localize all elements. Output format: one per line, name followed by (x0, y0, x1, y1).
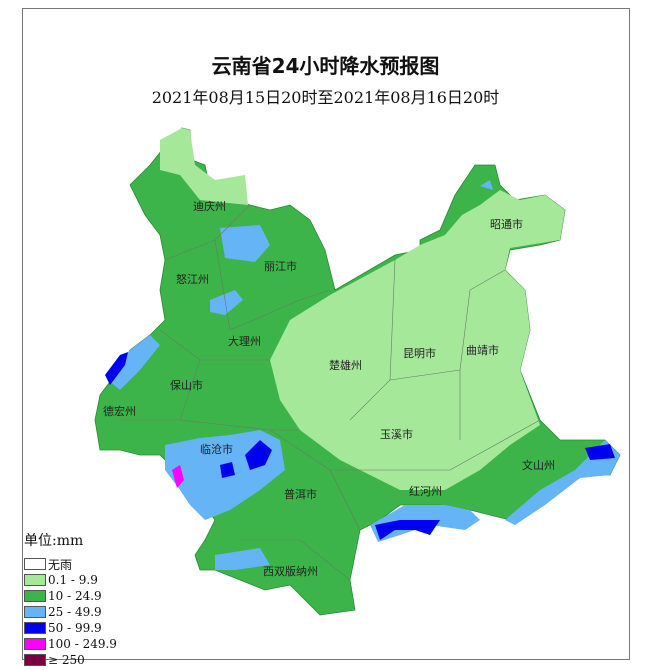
legend-swatch (24, 558, 46, 570)
legend-item: 100 - 249.9 (24, 636, 117, 652)
legend-item: 50 - 99.9 (24, 620, 117, 636)
label-dali: 大理州 (228, 334, 261, 348)
label-dehong: 德宏州 (103, 404, 136, 418)
legend-swatch (24, 638, 46, 650)
area-25-49.9-zhaotong (480, 180, 493, 190)
label-baoshan: 保山市 (170, 378, 203, 392)
label-chuxiong: 楚雄州 (329, 358, 362, 372)
area-0.1-9.9-central (270, 190, 565, 490)
legend-swatch (24, 590, 46, 602)
area-50-99.9-lincang (245, 440, 272, 470)
label-xishuangbanna: 西双版纳州 (263, 564, 318, 578)
map-title: 云南省24小时降水预报图 (211, 54, 440, 78)
legend-label: 无雨 (48, 557, 73, 572)
legend-item: 25 - 49.9 (24, 604, 117, 620)
label-lincang: 临沧市 (200, 442, 233, 456)
legend-item: 10 - 24.9 (24, 588, 117, 604)
label-yuxi: 玉溪市 (380, 427, 413, 441)
legend-swatch (24, 654, 46, 666)
legend-item: 0.1 - 9.9 (24, 572, 117, 588)
label-nujiang: 怒江州 (176, 272, 209, 286)
area-25-49.9-dehong (108, 335, 160, 390)
legend-item: ≥ 250 (24, 652, 117, 668)
label-qujing: 曲靖市 (466, 343, 499, 357)
label-honghe: 红河州 (409, 485, 442, 498)
legend-item: 无雨 (24, 556, 117, 572)
area-25-49.9-wenshan (505, 440, 620, 525)
area-25-49.9-nujiang (210, 290, 243, 315)
area-50-99.9-honghe (375, 520, 440, 540)
label-diqing: 迪庆州 (193, 199, 226, 213)
label-wenshan: 文山州 (522, 458, 555, 472)
area-0.1-9.9-north (160, 128, 248, 205)
area-25-49.9-north (220, 225, 270, 262)
area-50-99.9-lincang-2 (220, 462, 235, 478)
legend-swatch (24, 622, 46, 634)
legend-label: 25 - 49.9 (48, 605, 102, 619)
area-50-99.9-wenshan (585, 444, 615, 460)
region-labels: 迪庆州 丽江市 怒江州 大理州 保山市 德宏州 临沧市 楚雄州 昆明市 曲靖市 … (103, 199, 555, 578)
map-frame (22, 8, 630, 660)
area-100-249.9 (172, 465, 184, 488)
legend-label: 10 - 24.9 (48, 589, 102, 603)
legend-swatch (24, 606, 46, 618)
area-25-49.9-xishuangbanna (215, 548, 270, 570)
legend: 单位:mm 无雨 0.1 - 9.9 10 - 24.9 25 - 49.9 5… (24, 530, 117, 668)
legend-unit: 单位:mm (24, 533, 84, 549)
area-50-99.9-dehong (105, 352, 128, 385)
legend-label: 0.1 - 9.9 (48, 573, 98, 587)
label-kunming: 昆明市 (403, 346, 436, 360)
legend-label: 50 - 99.9 (48, 621, 102, 635)
map-subtitle: 2021年08月15日20时至2021年08月16日20时 (151, 88, 500, 107)
legend-label: ≥ 250 (48, 653, 85, 667)
label-puer: 普洱市 (284, 487, 317, 501)
label-lijiang: 丽江市 (264, 259, 297, 273)
legend-swatch (24, 574, 46, 586)
legend-label: 100 - 249.9 (48, 637, 117, 651)
prefecture-boundaries (120, 204, 541, 581)
label-zhaotong: 昭通市 (490, 217, 523, 231)
